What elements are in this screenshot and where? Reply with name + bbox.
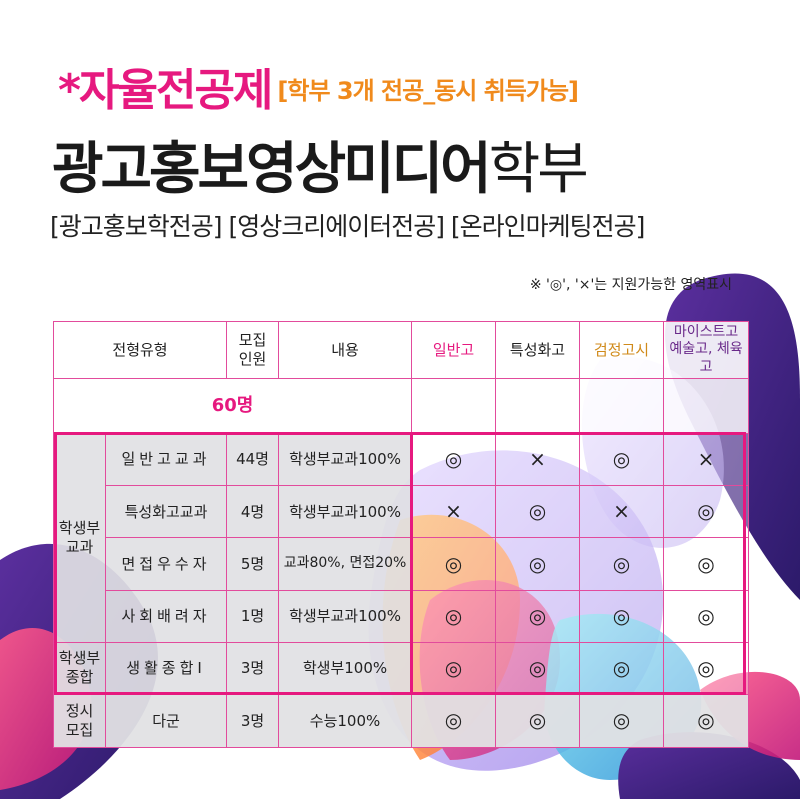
- row-content: 학생부교과100%: [278, 485, 413, 539]
- table-row: 사회배려자 1명 학생부교과100% ◎ ◎ ◎ ◎: [54, 589, 750, 643]
- major-list: [광고홍보학전공] [영상크리에이터전공] [온라인마케팅전공]: [50, 212, 645, 241]
- row-quota: 44명: [226, 433, 280, 487]
- mark-special: ◎: [495, 537, 581, 591]
- table-header-row: 전형유형 모집 인원 내용 일반고 특성화고 검정고시 마이스트고 예술고, 체육고: [52, 320, 750, 380]
- table-row: 학생부 교과 일반고교과 44명 학생부교과100% ◎ × ◎ ×: [53, 433, 750, 643]
- mark-meister: ◎: [663, 693, 750, 749]
- mark-special: ◎: [495, 589, 581, 643]
- mark-general: ×: [411, 485, 497, 539]
- department-name-bold: 광고홍보영상미디어: [52, 137, 492, 202]
- group-label-jeongsi: 정시 모집: [53, 693, 106, 749]
- mark-general: ◎: [411, 537, 497, 591]
- highlight-divider: [410, 432, 413, 695]
- mark-meister: ◎: [663, 641, 750, 695]
- header-meister-high: 마이스트고 예술고, 체육고: [663, 320, 750, 380]
- row-name: 다군: [104, 693, 228, 749]
- mark-special: ◎: [495, 641, 581, 695]
- row-quota: 4명: [226, 485, 280, 539]
- mark-ged: ◎: [579, 589, 665, 643]
- total-quota: 60명: [211, 394, 254, 416]
- mark-general: ◎: [411, 693, 497, 749]
- header-content: 내용: [278, 320, 413, 380]
- mark-meister: ×: [663, 433, 750, 487]
- header-ged: 검정고시: [579, 320, 665, 380]
- header-type: 전형유형: [52, 320, 228, 380]
- table-row: 특성화고교과 4명 학생부교과100% × ◎ × ◎: [54, 485, 750, 539]
- row-quota: 3명: [226, 641, 280, 695]
- mark-general: ◎: [411, 589, 497, 643]
- table-row: 학생부 종합 생활종합Ⅰ 3명 학생부100% ◎ ◎ ◎ ◎: [53, 641, 750, 695]
- mark-special: ◎: [495, 485, 581, 539]
- mark-general: ◎: [411, 433, 497, 487]
- group-label-gyogwa: 학생부 교과: [53, 433, 106, 643]
- row-name: 사회배려자: [104, 589, 228, 643]
- mark-meister: ◎: [663, 589, 750, 643]
- row-content: 학생부100%: [278, 641, 413, 695]
- row-quota: 5명: [226, 537, 280, 591]
- table-row: 정시 모집 다군 3명 수능100% ◎ ◎ ◎ ◎: [53, 693, 750, 749]
- simultaneous-degree-note: [학부 3개 전공_동시 취득가능]: [277, 77, 579, 105]
- header-general-high: 일반고: [411, 320, 497, 380]
- row-content: 교과80%, 면접20%: [278, 537, 413, 591]
- row-name: 특성화고교과: [104, 485, 228, 539]
- mark-special: ×: [495, 433, 581, 487]
- mark-meister: ◎: [663, 537, 750, 591]
- mark-ged: ×: [579, 485, 665, 539]
- mark-ged: ◎: [579, 537, 665, 591]
- total-quota-row: 60명: [52, 378, 750, 435]
- row-name: 생활종합Ⅰ: [104, 641, 228, 695]
- row-content: 수능100%: [278, 693, 413, 749]
- department-name-light: 학부: [488, 137, 589, 202]
- row-quota: 1명: [226, 589, 280, 643]
- self-directed-major-title: *자율전공제: [58, 65, 273, 116]
- row-content: 학생부교과100%: [278, 433, 413, 487]
- mark-general: ◎: [411, 641, 497, 695]
- row-name: 일반고교과: [104, 433, 228, 487]
- admission-table: 전형유형 모집 인원 내용 일반고 특성화고 검정고시 마이스트고 예술고, 체육고…: [52, 320, 750, 749]
- header-specialized-high: 특성화고: [495, 320, 581, 380]
- row-name: 면접우수자: [104, 537, 228, 591]
- mark-special: ◎: [495, 693, 581, 749]
- mark-ged: ◎: [579, 693, 665, 749]
- legend-note: ※ '◎', '×'는 지원가능한 영역표시: [529, 277, 732, 293]
- department-title: 광고홍보영상미디어학부: [52, 124, 589, 205]
- mark-ged: ◎: [579, 433, 665, 487]
- mark-ged: ◎: [579, 641, 665, 695]
- row-quota: 3명: [226, 693, 280, 749]
- group-label-jonghap: 학생부 종합: [53, 641, 106, 695]
- header-quota: 모집 인원: [226, 320, 280, 380]
- title-line-1: *자율전공제 [학부 3개 전공_동시 취득가능]: [58, 54, 579, 118]
- mark-meister: ◎: [663, 485, 750, 539]
- table-row: 면접우수자 5명 교과80%, 면접20% ◎ ◎ ◎ ◎: [54, 537, 750, 591]
- row-content: 학생부교과100%: [278, 589, 413, 643]
- total-quota-cell: 60명: [52, 378, 413, 435]
